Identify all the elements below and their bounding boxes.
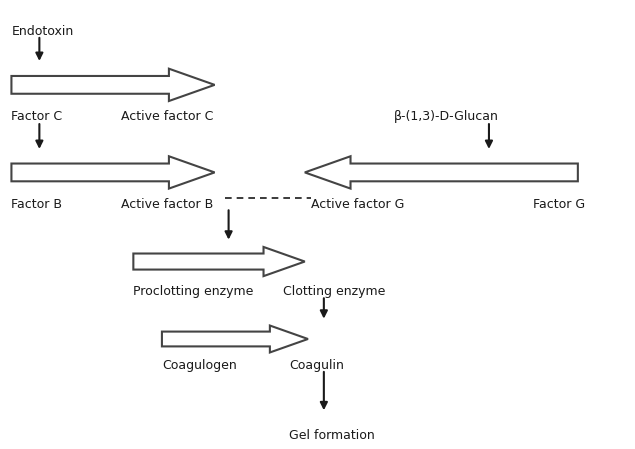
Text: Factor G: Factor G bbox=[533, 198, 585, 211]
Polygon shape bbox=[162, 326, 308, 352]
Text: Clotting enzyme: Clotting enzyme bbox=[283, 286, 385, 298]
Text: Gel formation: Gel formation bbox=[289, 429, 375, 442]
Polygon shape bbox=[305, 156, 578, 189]
Text: Factor B: Factor B bbox=[11, 198, 62, 211]
Text: Coagulogen: Coagulogen bbox=[162, 360, 237, 372]
Text: Active factor B: Active factor B bbox=[121, 198, 213, 211]
Text: β-(1,3)-D-Glucan: β-(1,3)-D-Glucan bbox=[394, 110, 498, 123]
Text: Endotoxin: Endotoxin bbox=[11, 25, 74, 38]
Polygon shape bbox=[11, 69, 215, 101]
Text: Factor C: Factor C bbox=[11, 110, 63, 123]
Polygon shape bbox=[11, 156, 215, 189]
Text: Active factor C: Active factor C bbox=[121, 110, 213, 123]
Polygon shape bbox=[133, 247, 305, 276]
Text: Proclotting enzyme: Proclotting enzyme bbox=[133, 286, 254, 298]
Text: Coagulin: Coagulin bbox=[289, 360, 344, 372]
Text: Active factor G: Active factor G bbox=[311, 198, 404, 211]
